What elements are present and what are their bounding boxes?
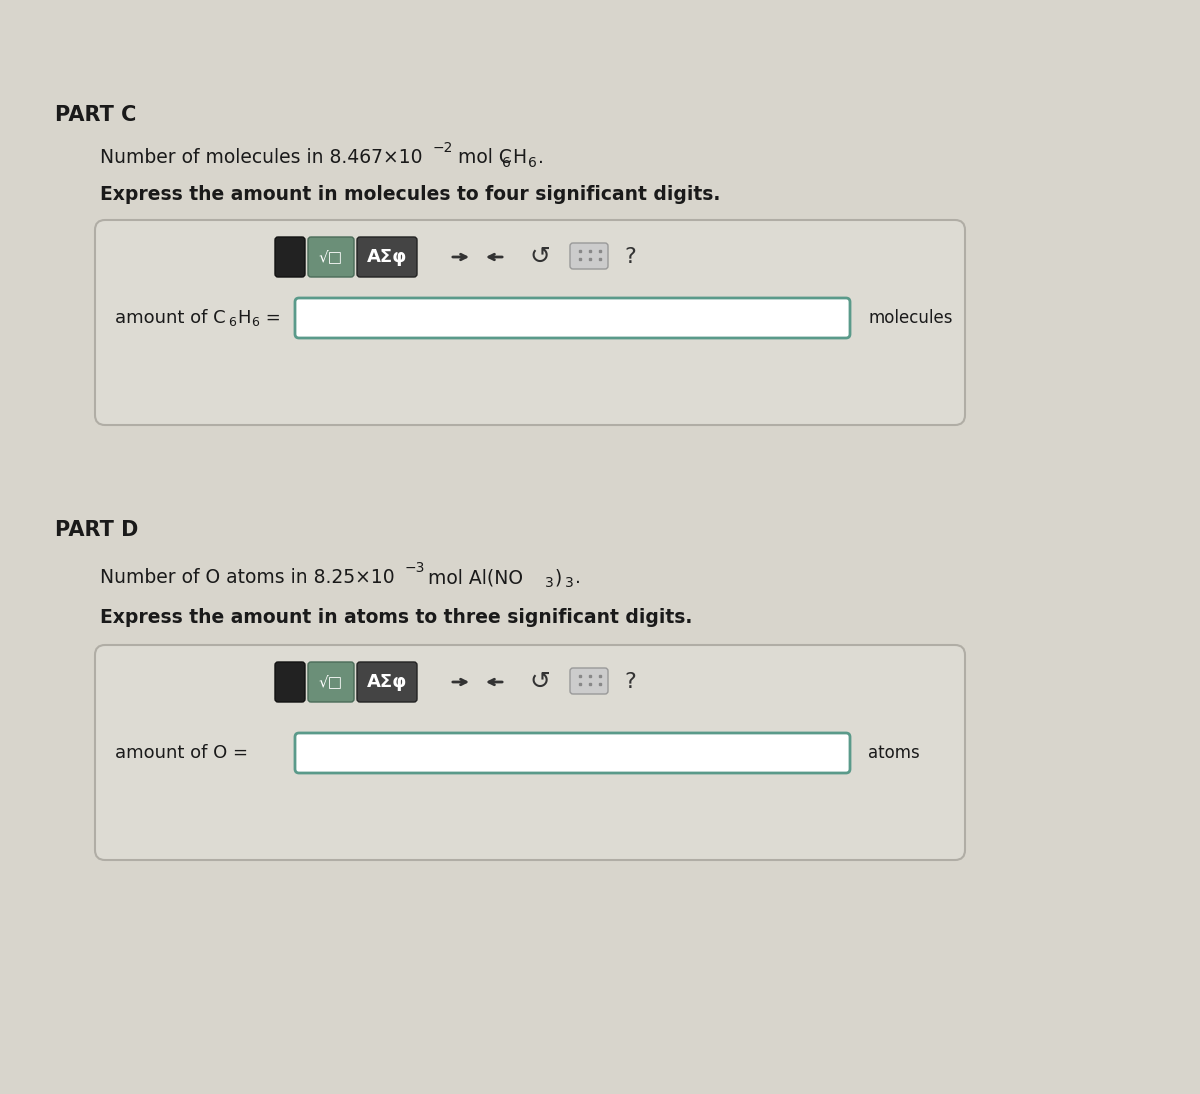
Text: Number of O atoms in 8.25×10: Number of O atoms in 8.25×10 xyxy=(100,568,395,587)
Text: AΣφ: AΣφ xyxy=(367,673,407,691)
Text: =: = xyxy=(260,309,281,327)
Text: ): ) xyxy=(554,568,563,587)
Text: ?: ? xyxy=(624,247,636,267)
FancyBboxPatch shape xyxy=(308,237,354,277)
Text: √□: √□ xyxy=(319,675,343,689)
Text: atoms: atoms xyxy=(868,744,919,763)
Text: 6: 6 xyxy=(502,156,511,170)
Text: 3: 3 xyxy=(565,577,574,590)
FancyBboxPatch shape xyxy=(570,668,608,694)
Text: Number of molecules in 8.467×10: Number of molecules in 8.467×10 xyxy=(100,148,422,167)
Text: PART D: PART D xyxy=(55,520,138,540)
FancyBboxPatch shape xyxy=(570,243,608,269)
FancyBboxPatch shape xyxy=(95,220,965,424)
Text: H: H xyxy=(512,148,526,167)
Text: 6: 6 xyxy=(228,315,236,328)
Text: Express the amount in molecules to four significant digits.: Express the amount in molecules to four … xyxy=(100,185,720,203)
Text: amount of O =: amount of O = xyxy=(115,744,248,763)
Text: 6: 6 xyxy=(251,315,259,328)
Text: √□: √□ xyxy=(319,249,343,265)
Text: H: H xyxy=(238,309,251,327)
Text: AΣφ: AΣφ xyxy=(367,248,407,266)
Text: 3: 3 xyxy=(545,577,553,590)
FancyBboxPatch shape xyxy=(358,237,418,277)
FancyBboxPatch shape xyxy=(358,662,418,702)
Text: molecules: molecules xyxy=(868,309,953,327)
Text: PART C: PART C xyxy=(55,105,137,125)
Text: −2: −2 xyxy=(433,141,454,155)
Text: ?: ? xyxy=(624,672,636,693)
Text: ↺: ↺ xyxy=(529,670,551,694)
Text: 6: 6 xyxy=(528,156,536,170)
Text: Express the amount in atoms to three significant digits.: Express the amount in atoms to three sig… xyxy=(100,608,692,627)
Text: mol C: mol C xyxy=(452,148,512,167)
FancyBboxPatch shape xyxy=(275,662,305,702)
Text: −3: −3 xyxy=(406,561,425,575)
Text: .: . xyxy=(575,568,581,587)
FancyBboxPatch shape xyxy=(275,237,305,277)
Text: ↺: ↺ xyxy=(529,245,551,269)
FancyBboxPatch shape xyxy=(308,662,354,702)
FancyBboxPatch shape xyxy=(295,733,850,773)
FancyBboxPatch shape xyxy=(295,298,850,338)
Text: .: . xyxy=(538,148,544,167)
FancyBboxPatch shape xyxy=(95,645,965,860)
Text: mol Al(NO: mol Al(NO xyxy=(422,568,523,587)
Text: amount of C: amount of C xyxy=(115,309,226,327)
